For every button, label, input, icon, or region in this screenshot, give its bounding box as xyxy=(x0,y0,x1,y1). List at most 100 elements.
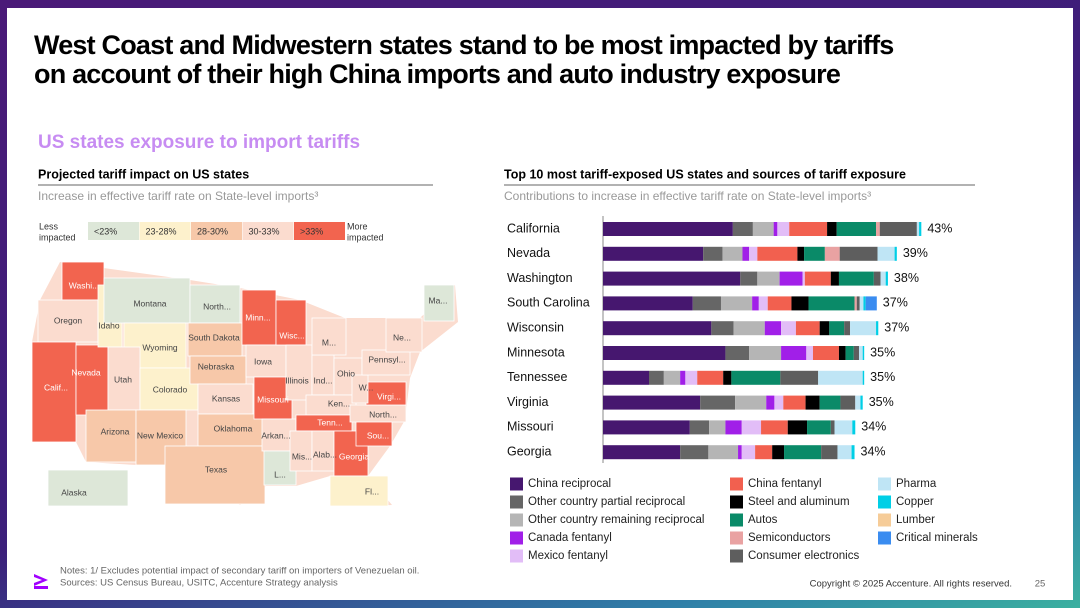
bar-segment xyxy=(757,246,798,261)
legend-swatch xyxy=(294,222,345,240)
legend-low: impacted xyxy=(39,232,76,242)
state-label: Montana xyxy=(133,298,166,308)
state-label: Arkan... xyxy=(261,430,290,440)
bar-segment xyxy=(855,395,861,410)
bar-segment xyxy=(812,346,839,360)
category-label: California xyxy=(507,221,560,235)
bar-segment xyxy=(680,370,686,385)
legend-swatch xyxy=(730,477,743,491)
bar-segment xyxy=(844,321,851,336)
total-label: 35% xyxy=(870,345,895,359)
bar-segment xyxy=(805,395,820,410)
bar-segment xyxy=(680,445,709,460)
state xyxy=(139,367,199,411)
bar-segment xyxy=(685,370,698,385)
bar-segment xyxy=(603,370,650,385)
bar-segment xyxy=(781,321,796,336)
state-label: Virgi... xyxy=(377,391,401,401)
legend-low: Less xyxy=(39,221,59,231)
bar-segment xyxy=(772,445,785,460)
bar-segment xyxy=(858,346,863,360)
legend-swatch xyxy=(730,531,743,545)
state-label: Ne... xyxy=(393,332,411,342)
bar-segment xyxy=(758,296,768,311)
legend-label: Critical minerals xyxy=(896,532,978,544)
legend-label: Consumer electronics xyxy=(748,550,859,562)
legend-swatch xyxy=(878,477,891,491)
logo xyxy=(34,586,48,589)
bar-segment xyxy=(876,321,879,336)
bar-segment xyxy=(838,271,874,286)
bar-segment xyxy=(603,222,733,236)
bar-segment xyxy=(862,370,865,385)
bar-segment xyxy=(865,296,877,311)
copyright: Copyright © 2025 Accenture. All rights r… xyxy=(810,579,1012,590)
bar-segment xyxy=(824,246,840,261)
bar-segment xyxy=(804,271,831,286)
bar-segment xyxy=(784,445,822,460)
state-label: Arizona xyxy=(101,426,130,436)
legend-swatch xyxy=(878,495,891,509)
bar-segment xyxy=(806,346,813,360)
bar-segment xyxy=(735,395,767,410)
bar-segment xyxy=(860,395,863,410)
bar-segment xyxy=(764,321,782,336)
legend-swatch xyxy=(730,513,743,527)
bar-segment xyxy=(854,296,857,311)
total-label: 39% xyxy=(903,246,928,260)
bar-segment xyxy=(836,222,877,236)
legend-swatch xyxy=(510,513,523,527)
state-label: Mis... xyxy=(292,451,312,461)
state-label: New Mexico xyxy=(137,430,184,440)
legend-label: Lumber xyxy=(896,514,935,526)
state xyxy=(187,322,243,357)
category-label: Wisconsin xyxy=(507,320,564,334)
bar-segment xyxy=(720,296,753,311)
state xyxy=(329,475,389,507)
bar-segment xyxy=(603,271,741,286)
total-label: 38% xyxy=(894,271,919,285)
state xyxy=(85,409,137,463)
bar-segment xyxy=(741,420,762,435)
state-label: W... xyxy=(359,382,374,392)
legend-label: Canada fentanyl xyxy=(528,532,612,544)
bar-segment xyxy=(787,420,808,435)
legend-label: Mexico fentanyl xyxy=(528,550,608,562)
bar-segment xyxy=(708,445,739,460)
state-label: L... xyxy=(274,469,286,479)
bar-segment xyxy=(741,445,756,460)
state-label: Kansas xyxy=(212,393,240,403)
bar-segment xyxy=(808,296,855,311)
map-subtitle: Increase in effective tariff rate on Sta… xyxy=(38,189,318,203)
slide-title: on account of their high China imports a… xyxy=(34,59,841,89)
bar-segment xyxy=(862,346,865,360)
state xyxy=(311,317,347,356)
bar-segment xyxy=(732,222,753,236)
bar-segment xyxy=(837,445,852,460)
bar-segment xyxy=(916,222,920,236)
bar-segment xyxy=(876,222,880,236)
state-label: South Dakota xyxy=(188,332,240,342)
state-label: Texas xyxy=(205,464,227,474)
category-label: Nevada xyxy=(507,246,550,260)
state-label: Tenn... xyxy=(317,417,343,427)
bar-segment xyxy=(649,370,664,385)
state xyxy=(385,317,423,353)
bar-segment xyxy=(703,246,723,261)
legend-label: Semiconductors xyxy=(748,532,831,544)
legend-swatch xyxy=(878,531,891,545)
bar-segment xyxy=(797,246,805,261)
bar-segment xyxy=(873,271,881,286)
total-label: 37% xyxy=(883,296,908,310)
legend-swatch xyxy=(510,549,523,563)
map-title: Projected tariff impact on US states xyxy=(38,167,249,181)
legend-label: Other country partial reciprocal xyxy=(528,496,685,508)
category-label: Minnesota xyxy=(507,345,565,359)
legend-high: impacted xyxy=(347,232,384,242)
bar-segment xyxy=(749,346,782,360)
state-label: Oklahoma xyxy=(214,423,253,433)
legend-label: 28-30% xyxy=(197,226,228,236)
bar-segment xyxy=(603,321,712,336)
state-label: Ken... xyxy=(328,398,350,408)
bar-segment xyxy=(863,296,866,311)
